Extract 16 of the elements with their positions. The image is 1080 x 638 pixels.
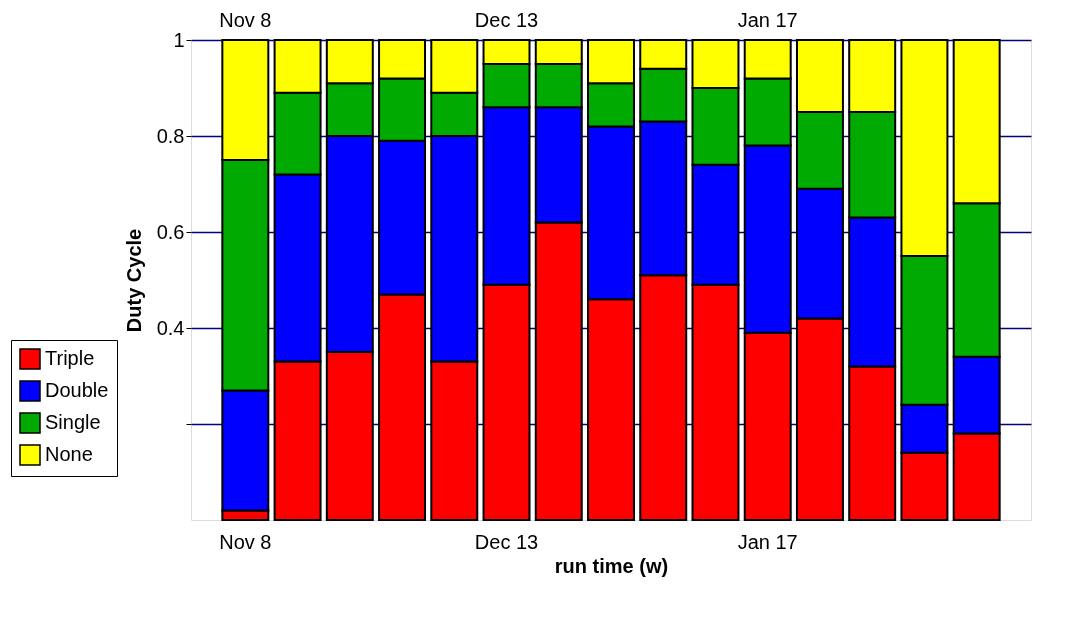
y-tick-label: 0.6: [156, 220, 185, 243]
legend-label: None: [45, 443, 93, 465]
y-tick-label: 0.8: [156, 124, 185, 147]
legend-label: Single: [45, 411, 101, 433]
x-axis-title: run time (w): [554, 554, 669, 577]
legend-label: Double: [45, 379, 109, 401]
legend-label: Triple: [45, 347, 95, 369]
x-tick-label: Dec 13: [474, 530, 539, 553]
y-axis-title: Duty Cycle: [122, 228, 145, 333]
category-label: Dec 13: [474, 8, 539, 31]
category-label: Jan 17: [737, 8, 798, 31]
y-tick-label: 0.4: [156, 316, 185, 339]
y-tick-label: 1: [173, 28, 185, 51]
x-tick-label: Nov 8: [219, 530, 272, 553]
x-tick-label: Jan 17: [737, 530, 798, 553]
category-label: Nov 8: [219, 8, 272, 31]
